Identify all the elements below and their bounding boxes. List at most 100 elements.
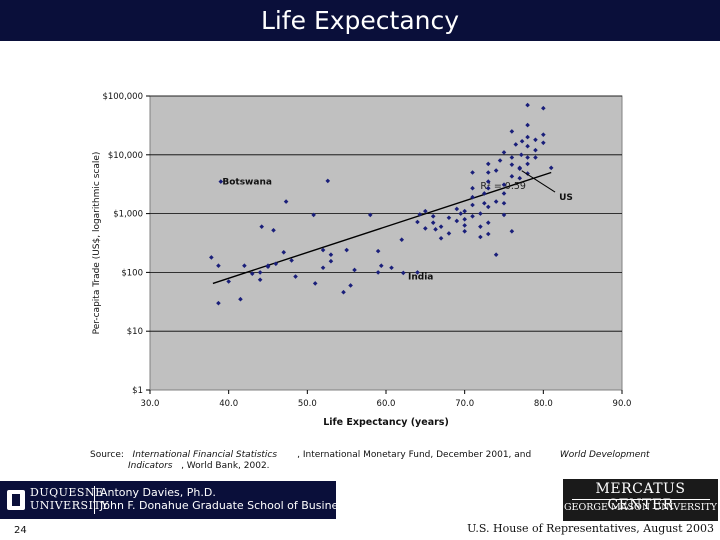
data-point xyxy=(517,175,523,181)
data-point xyxy=(271,227,276,233)
data-point xyxy=(501,212,507,218)
title-bar xyxy=(0,0,720,41)
data-point xyxy=(312,281,318,286)
data-point xyxy=(525,122,530,128)
data-point xyxy=(470,202,475,208)
data-point xyxy=(485,185,491,191)
data-point xyxy=(462,216,467,222)
slide-title: Life Expectancy xyxy=(260,6,460,35)
y-tick-label: $100,000 xyxy=(102,92,143,102)
data-point xyxy=(454,218,460,224)
data-point xyxy=(265,264,271,270)
data-point xyxy=(378,263,384,269)
x-tick-label: 50.0 xyxy=(298,399,317,409)
data-point xyxy=(519,152,524,158)
duquesne-line1: DUQUESNE xyxy=(30,486,104,499)
data-point xyxy=(389,265,394,271)
data-point xyxy=(433,227,438,232)
source-part4: Indicators xyxy=(128,461,173,471)
data-point xyxy=(341,289,346,295)
data-point xyxy=(541,140,546,146)
data-point xyxy=(458,211,464,216)
duquesne-logo-box xyxy=(0,481,336,519)
y-tick-label: $1 xyxy=(132,386,143,396)
data-point xyxy=(438,236,444,241)
data-point xyxy=(482,191,487,196)
data-point xyxy=(501,200,507,206)
data-point xyxy=(525,143,530,149)
y-tick-label: $10 xyxy=(127,327,143,337)
data-point xyxy=(283,199,289,204)
page-number: 24 xyxy=(14,525,27,536)
data-point xyxy=(533,137,538,143)
presenter-info: Antony Davies, Ph.D. John F. Donahue Gra… xyxy=(100,486,350,512)
data-point xyxy=(399,237,405,242)
duquesne-crest-icon xyxy=(7,490,25,510)
data-point xyxy=(417,212,423,217)
data-point xyxy=(485,170,491,175)
data-point xyxy=(311,212,316,218)
data-point xyxy=(328,258,334,264)
data-point xyxy=(352,267,357,273)
x-tick-label: 30.0 xyxy=(141,399,160,409)
data-point xyxy=(259,224,265,229)
annotation-label-botswana: Botswana xyxy=(222,178,272,188)
x-tick-label: 80.0 xyxy=(534,399,553,409)
source-part5: , World Bank, 2002. xyxy=(181,461,270,471)
data-point xyxy=(548,165,554,171)
data-point xyxy=(525,155,530,160)
data-point xyxy=(430,220,436,226)
source-note: Source: International Financial Statisti… xyxy=(90,450,650,460)
data-point xyxy=(209,255,214,260)
data-point xyxy=(519,138,525,144)
footer-venue: U.S. House of Representatives, August 20… xyxy=(467,522,714,535)
presenter-school: John F. Donahue Graduate School of Busin… xyxy=(100,499,350,512)
r-squared-label: R² = 0.59 xyxy=(480,181,526,192)
data-point xyxy=(478,224,483,229)
data-point xyxy=(348,283,353,288)
data-point xyxy=(375,248,381,254)
data-point xyxy=(320,265,326,271)
mercatus-logo-box xyxy=(563,479,718,521)
data-point xyxy=(375,270,381,275)
x-tick-label: 40.0 xyxy=(219,399,238,409)
x-tick-label: 70.0 xyxy=(455,399,474,409)
data-point xyxy=(423,208,428,214)
data-point xyxy=(470,213,475,219)
data-point xyxy=(541,105,546,111)
data-point xyxy=(509,174,515,179)
data-point xyxy=(423,226,428,231)
data-point xyxy=(501,182,507,188)
y-tick-label: $1,000 xyxy=(113,210,143,220)
data-point xyxy=(289,258,294,263)
data-point xyxy=(509,162,515,167)
data-point xyxy=(462,229,467,234)
data-point xyxy=(509,129,515,134)
scatter-chart: $1 $10 $100 $1,000 $10,000 $100,000 30.0 40.0 50… xyxy=(92,92,631,428)
data-point xyxy=(273,261,279,267)
data-point xyxy=(525,102,530,108)
data-point xyxy=(541,132,546,137)
data-point xyxy=(320,247,326,253)
data-point xyxy=(216,263,221,269)
data-point xyxy=(454,206,460,212)
data-point xyxy=(325,178,331,184)
x-tick-label: 60.0 xyxy=(377,399,396,409)
data-point xyxy=(344,247,349,253)
data-point xyxy=(462,223,467,228)
us-leader-line xyxy=(521,170,556,193)
source-part2: , International Monetary Fund, December … xyxy=(297,450,532,460)
data-point xyxy=(446,231,452,236)
data-point xyxy=(493,252,499,257)
data-point xyxy=(218,179,224,184)
data-point xyxy=(497,158,503,163)
data-point xyxy=(430,213,436,219)
data-point xyxy=(482,200,487,206)
data-point xyxy=(470,194,475,200)
data-point xyxy=(249,271,255,277)
data-point xyxy=(462,208,467,214)
annotation-label-india: India xyxy=(408,273,433,283)
data-point xyxy=(470,170,475,175)
data-point xyxy=(533,147,538,153)
duquesne-logo-text: DUQUESNE UNIVERSITY xyxy=(30,486,109,512)
